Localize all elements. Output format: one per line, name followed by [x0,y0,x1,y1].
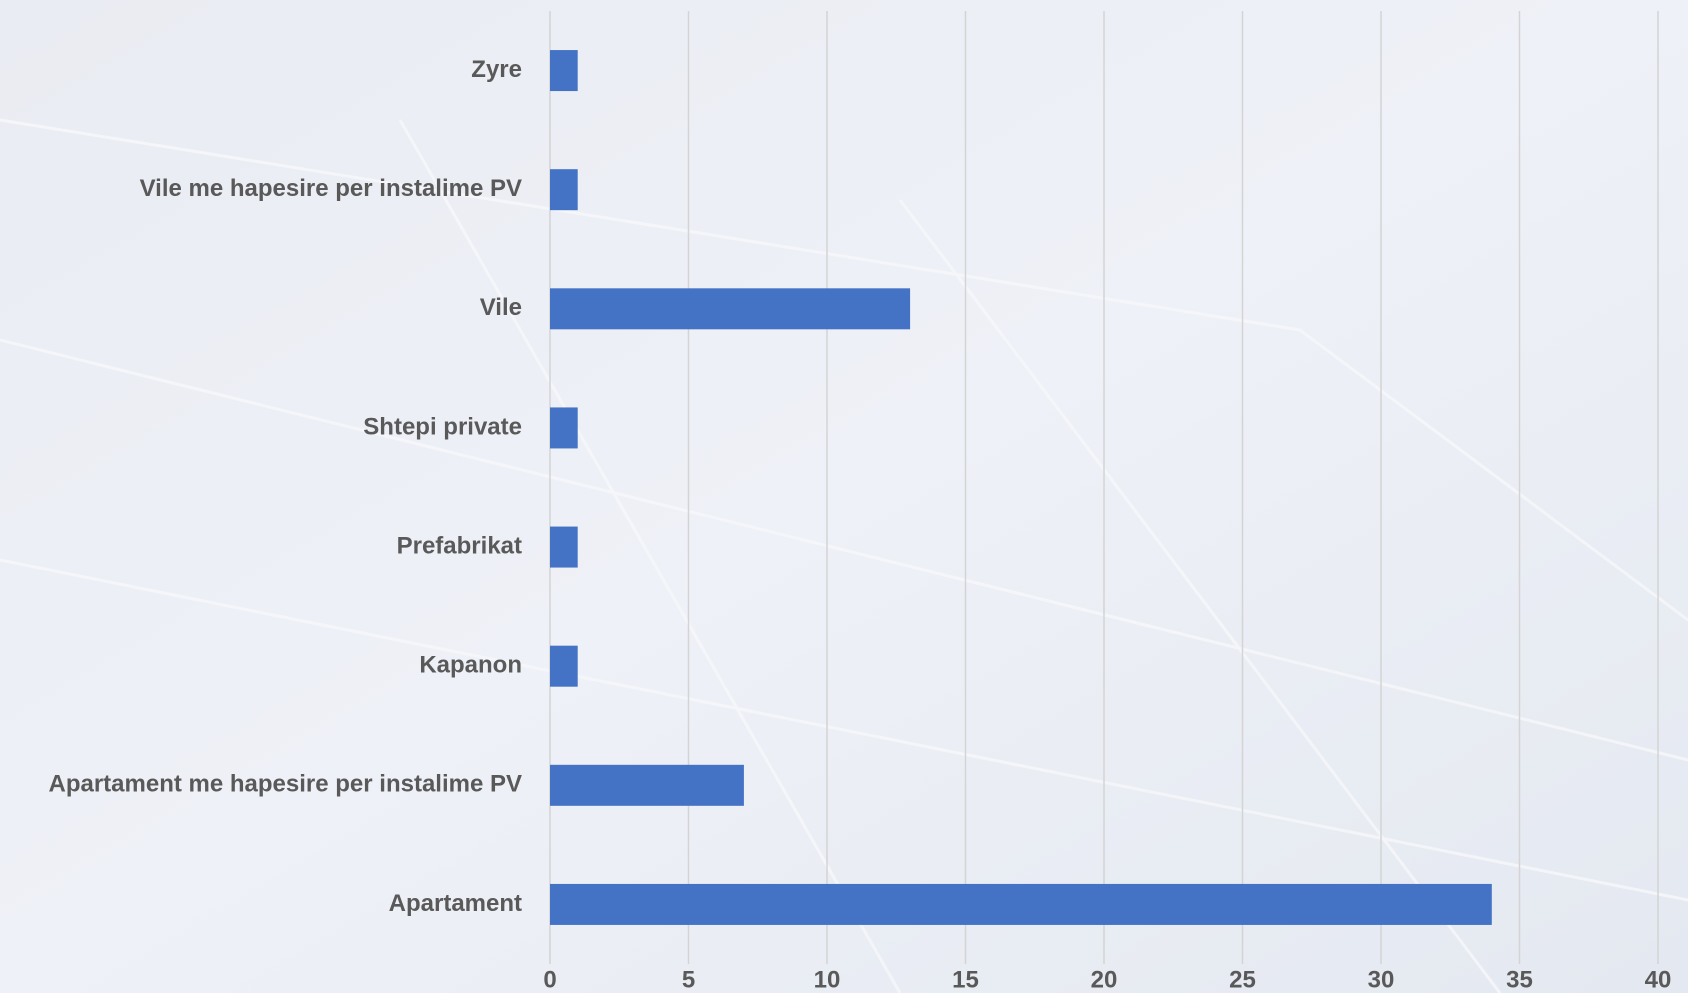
x-tick-label: 15 [952,966,979,993]
y-tick-label: Prefabrikat [397,532,522,559]
bar [550,288,911,330]
x-tick-label: 35 [1506,966,1533,993]
y-tick-label: Apartament me hapesire per instalime PV [48,771,522,798]
y-tick-label: Vile [480,294,522,321]
bar [550,645,578,687]
bar [550,764,744,806]
background-photo [0,118,1688,993]
x-tick-label: 5 [682,966,695,993]
x-tick-label: 40 [1645,966,1672,993]
bar [550,526,578,568]
bar [550,883,1492,925]
x-tick-label: 30 [1368,966,1395,993]
bar [550,50,578,92]
x-tick-label: 25 [1229,966,1256,993]
x-tick-label: 20 [1091,966,1118,993]
y-tick-label: Shtepi private [363,413,522,440]
y-tick-label: Zyre [471,56,522,83]
y-tick-label: Kapanon [419,652,522,679]
x-tick-label: 10 [814,966,841,993]
x-tick-label: 0 [543,966,556,993]
y-tick-label: Vile me hapesire per instalime PV [140,175,522,202]
bar [550,169,578,211]
y-tick-label: Apartament [389,890,522,917]
bar [550,407,578,449]
